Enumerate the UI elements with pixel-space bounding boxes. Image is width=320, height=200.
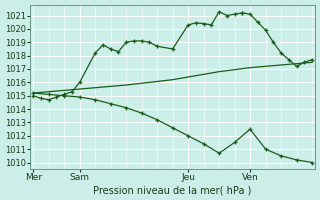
X-axis label: Pression niveau de la mer( hPa ): Pression niveau de la mer( hPa ) xyxy=(93,185,252,195)
